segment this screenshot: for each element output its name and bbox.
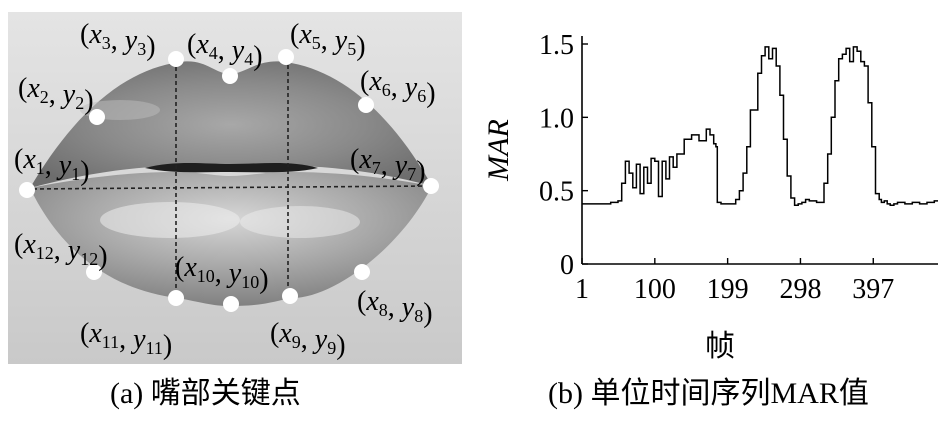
keypoint-label-3: (x3, y3) [80,19,156,62]
keypoint-10 [223,296,239,312]
mouth-opening [145,163,318,173]
x-tick-label: 298 [779,274,821,305]
keypoint-label-5: (x5, y5) [290,19,366,62]
keypoint-9 [282,288,298,304]
keypoint-8 [354,264,370,280]
x-tick-label: 199 [707,274,749,305]
lip-highlight-left [100,202,240,238]
y-tick-label: 1.0 [539,103,574,134]
x-tick-label: 100 [634,274,676,305]
keypoint-7 [423,178,439,194]
keypoint-label-4: (x4, y4) [187,29,263,72]
y-tick-label: 0.5 [539,177,574,208]
y-tick-label: 1.5 [539,30,574,61]
keypoint-label-10: (x10, y10) [175,252,269,295]
lip-image-panel: (x1, y1) (x2, y2) (x3, y3) (x4, y4) (x5, y5)… [8,12,462,364]
keypoint-label-9: (x9, y9) [270,318,346,361]
caption-b: (b) 单位时间序列MAR值 [548,377,869,410]
x-tick-label: 397 [852,274,894,305]
upper-lip [30,61,432,188]
keypoint-2 [89,109,105,125]
keypoint-6 [358,97,374,113]
keypoint-1 [19,182,35,198]
horizontal-guide-line [25,185,433,190]
keypoint-label-11: (x11, y11) [80,318,172,361]
keypoint-12 [86,264,102,280]
mar-series-line [582,46,938,207]
y-tick-label: 0 [560,250,574,281]
caption-a: (a) 嘴部关键点 [110,377,301,410]
keypoint-label-6: (x6, y6) [360,66,436,109]
lip-highlight-right [240,206,360,238]
keypoint-3 [168,51,184,67]
keypoint-11 [168,290,184,306]
keypoint-label-7: (x7, y7) [350,144,426,187]
keypoint-4 [222,68,238,84]
x-axis-label: 帧 [705,330,735,363]
x-tick-label: 1 [575,274,589,305]
keypoint-label-12: (x12, y12) [14,229,108,272]
keypoint-label-1: (x1, y1) [14,144,90,187]
keypoint-5 [278,49,294,65]
keypoint-label-8: (x8, y8) [357,286,433,329]
keypoint-label-2: (x2, y2) [18,73,94,116]
mar-chart: 0 0.5 1.0 1.5 1 100 199 298 397 MAR 帧 [482,30,938,363]
y-axis-label: MAR [482,119,515,182]
